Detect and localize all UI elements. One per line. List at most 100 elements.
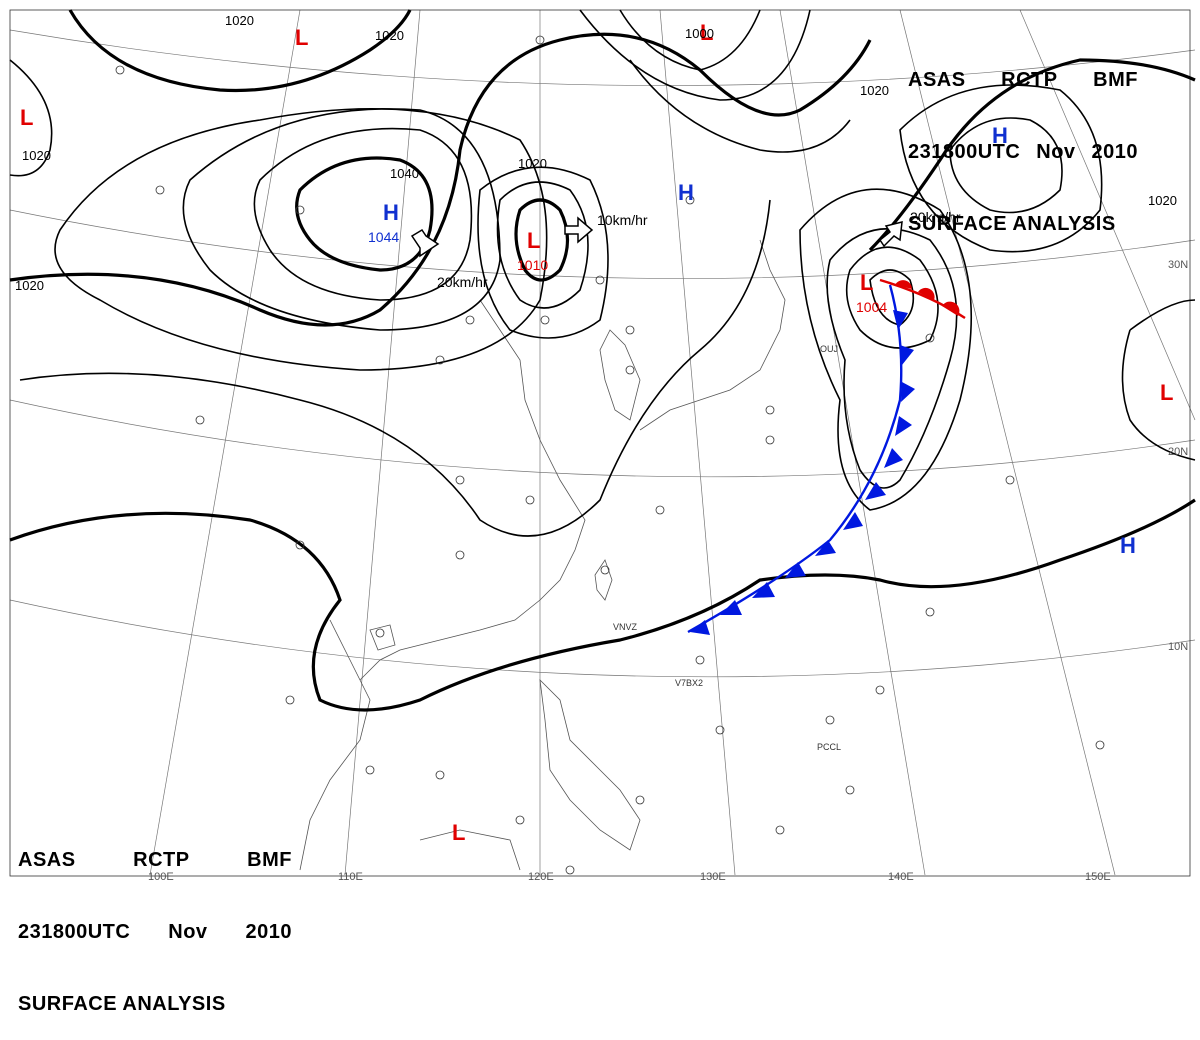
header-source: BMF	[247, 849, 292, 871]
isobar-value-label: 1020	[375, 28, 404, 43]
isobar-value-label: 1020	[1148, 193, 1177, 208]
header-month: Nov	[1036, 141, 1076, 163]
header-product: ASAS	[908, 69, 966, 91]
cold-front-triangle	[865, 482, 886, 500]
longitude-label: 140E	[888, 871, 914, 883]
station-circle	[655, 505, 665, 515]
coastline-japan	[639, 239, 786, 431]
header-month: Nov	[168, 921, 208, 943]
header-bottom-left: ASAS RCTP BMF 231800UTC Nov 2010 SURFACE…	[18, 800, 292, 1040]
latitude-label: 30N	[1168, 259, 1188, 271]
station-id-label: PCCL	[817, 742, 841, 752]
longitude-label: 130E	[700, 871, 726, 883]
low-center-marker: L	[527, 228, 540, 253]
coastline-hainan	[369, 624, 396, 651]
longitude-line-100e	[149, 9, 301, 876]
isobar-1020-north	[68, 9, 412, 93]
movement-speed-label: 10km/hr	[597, 212, 648, 228]
arrow-icon	[410, 228, 440, 258]
coastline-taiwan	[594, 559, 613, 601]
isobar-1020-low	[477, 166, 609, 339]
low-center-marker: L	[700, 20, 713, 45]
arrow-icon	[564, 216, 594, 244]
map-labels: L L L H 1044 L 1010 H H L 1004 L H L 1020 1020 1020 1000 1…	[15, 13, 1188, 883]
isobar-1024	[19, 199, 771, 537]
cold-front-triangle	[895, 416, 912, 436]
high-center-marker: H	[383, 200, 399, 225]
station-id-label: VNVZ	[613, 622, 638, 632]
coastline-korea	[599, 329, 641, 421]
cold-front-triangle	[690, 620, 710, 635]
header-year: 2010	[245, 921, 292, 943]
station-circle	[600, 565, 610, 575]
station-circle	[875, 685, 885, 695]
station-id-label: V7BX2	[675, 678, 703, 688]
low-center-marker: L	[295, 25, 308, 50]
movement-speed-label: 20km/hr	[910, 209, 961, 225]
isobar-1020-west	[9, 32, 872, 327]
isobar-value-label: 1020	[860, 83, 889, 98]
center-pressure-label: 1044	[368, 229, 399, 245]
longitude-line-150e	[899, 9, 1116, 876]
isobar-high-east-2	[899, 84, 1103, 253]
station-circle	[465, 315, 475, 325]
isobar-1000-north	[619, 9, 761, 71]
low-center-marker: L	[1160, 380, 1173, 405]
isobar-1008-north	[579, 9, 811, 101]
coastlines	[299, 239, 786, 871]
map-background	[0, 0, 1200, 897]
low-center-marker: L	[452, 820, 465, 845]
header-year: 2010	[1091, 141, 1138, 163]
latitude-line-30n	[9, 209, 1196, 279]
isobars	[9, 9, 1196, 712]
cold-front-triangle	[893, 310, 908, 330]
isobar-1012-low	[514, 198, 570, 282]
cold-front-triangle	[815, 540, 836, 556]
cold-front-triangle	[720, 600, 742, 615]
station-circle	[765, 435, 775, 445]
movement-speed-label: 20km/hr	[437, 274, 488, 290]
isobar-high-east-1	[949, 117, 1063, 214]
station-circle	[845, 785, 855, 795]
station-circle	[625, 365, 635, 375]
station-circle	[565, 865, 575, 875]
arrow-icon	[878, 221, 903, 248]
station-circle	[365, 765, 375, 775]
coastline-indochina	[299, 619, 371, 871]
isobar-value-label: 1020	[518, 156, 547, 171]
header-top-right: ASAS RCTP BMF 231800UTC Nov 2010 SURFACE…	[908, 20, 1138, 260]
isobar-1036	[253, 127, 473, 301]
station-circle	[595, 275, 605, 285]
map-frame	[9, 9, 1191, 877]
latitude-line-10n	[9, 599, 1196, 678]
header-line2: 231800UTC Nov 2010	[18, 920, 292, 944]
isobar-1020-south	[9, 498, 1196, 712]
movement-arrows	[410, 216, 903, 258]
station-circle	[715, 725, 725, 735]
stationary-front	[687, 278, 966, 635]
header-title: SURFACE ANALYSIS	[908, 213, 1116, 235]
longitude-line-140e	[779, 9, 926, 876]
longitude-line-110e	[344, 9, 421, 876]
isobar-value-label: 1020	[22, 148, 51, 163]
station-circle	[535, 35, 545, 45]
header-line2: 231800UTC Nov 2010	[908, 140, 1138, 164]
coastline-borneo	[419, 829, 521, 871]
header-time: 231800UTC	[18, 921, 131, 943]
isobar-northwest-low	[9, 59, 53, 177]
station-circle	[765, 405, 775, 415]
isobar-value-label: 1020	[225, 13, 254, 28]
station-circle	[525, 495, 535, 505]
header-title: SURFACE ANALYSIS	[18, 993, 226, 1015]
station-circle	[515, 815, 525, 825]
isobar-1008-low	[845, 246, 939, 349]
longitude-label: 120E	[528, 871, 554, 883]
latitude-label: 10N	[1168, 641, 1188, 653]
header-station: RCTP	[133, 849, 190, 871]
cold-front-triangle	[900, 345, 914, 365]
isobar-1016-low	[496, 181, 589, 309]
high-center-marker: H	[992, 123, 1008, 148]
graticule	[9, 9, 1196, 877]
header-line1: ASAS RCTP BMF	[18, 848, 292, 872]
latitude-line-20n	[9, 399, 1196, 478]
